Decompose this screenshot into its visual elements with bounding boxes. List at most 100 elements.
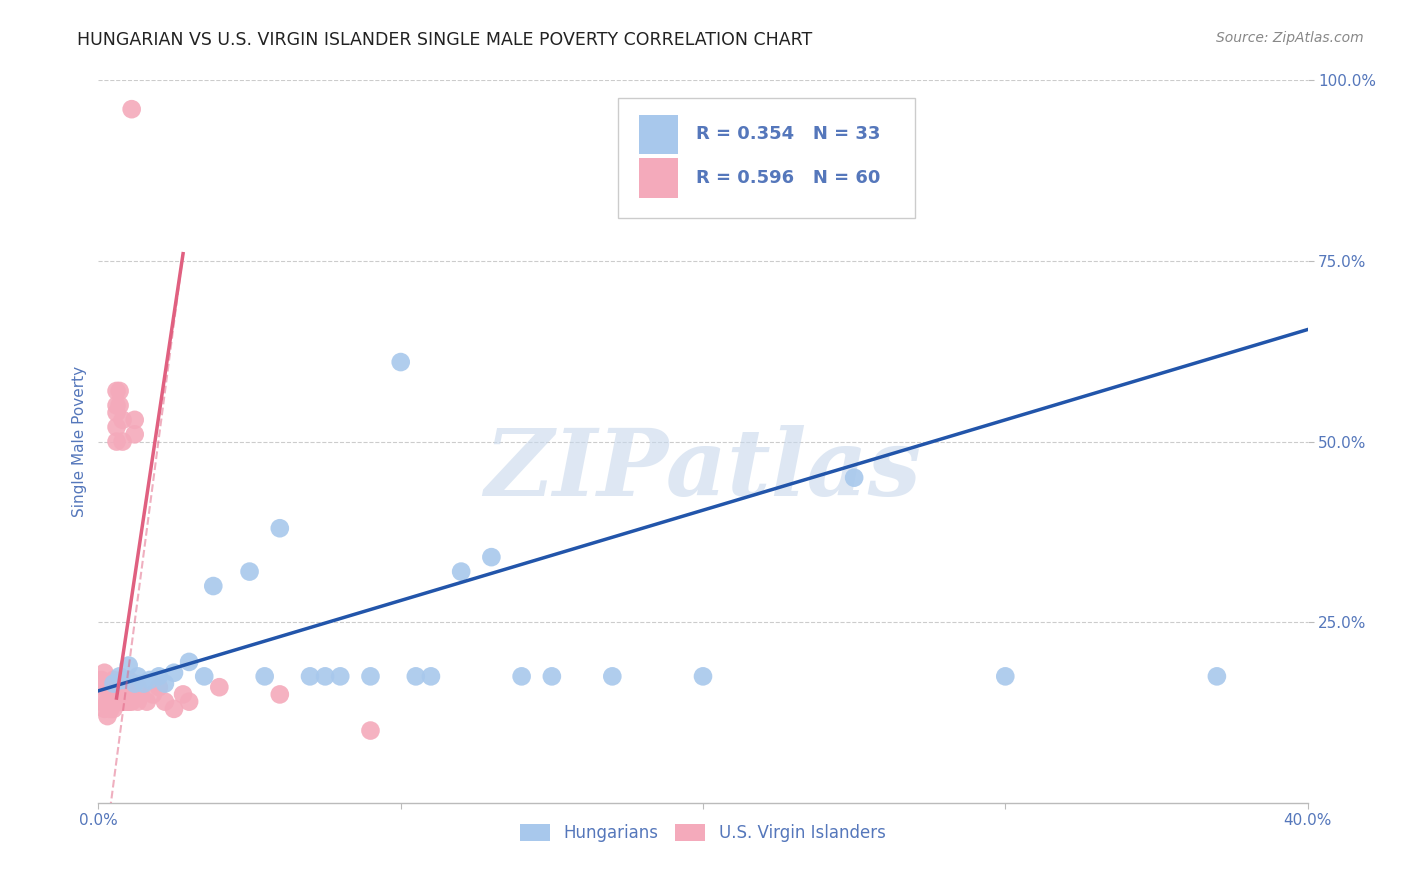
Point (103, 676, 125, 690)
Point (844, 470, 866, 484)
Point (105, 420, 128, 434)
Text: ZIPatlas: ZIPatlas (485, 425, 921, 516)
Point (108, 680, 131, 694)
Point (269, 521, 291, 535)
Point (121, 687, 143, 701)
Point (111, 434, 134, 449)
Point (121, 680, 143, 694)
Point (153, 676, 176, 690)
Point (329, 669, 352, 683)
Point (179, 695, 201, 709)
FancyBboxPatch shape (638, 158, 678, 198)
Point (153, 695, 176, 709)
Point (103, 687, 125, 701)
Point (100, 702, 122, 716)
Point (139, 673, 162, 687)
Point (127, 680, 149, 694)
FancyBboxPatch shape (638, 114, 678, 154)
Point (100, 695, 122, 709)
Point (90, 673, 112, 687)
Point (239, 565, 262, 579)
Point (100, 687, 122, 701)
Point (148, 669, 170, 683)
Point (135, 695, 157, 709)
Point (127, 695, 149, 709)
Point (163, 665, 186, 680)
Point (103, 702, 125, 716)
Point (253, 669, 276, 683)
Point (127, 669, 149, 683)
Point (420, 669, 443, 683)
Point (360, 723, 382, 738)
Point (540, 669, 562, 683)
Point (602, 669, 624, 683)
Point (90, 695, 112, 709)
Point (111, 695, 134, 709)
Point (510, 669, 533, 683)
Point (111, 680, 134, 694)
Point (163, 702, 186, 716)
Point (103, 680, 125, 694)
Point (108, 398, 131, 412)
Point (105, 434, 128, 449)
Point (111, 413, 134, 427)
Point (179, 655, 201, 669)
Point (111, 673, 134, 687)
Point (314, 669, 336, 683)
Point (172, 687, 194, 701)
Point (118, 658, 141, 673)
Point (1206, 669, 1229, 683)
Point (124, 427, 146, 442)
Text: R = 0.354   N = 33: R = 0.354 N = 33 (696, 126, 880, 144)
Point (118, 687, 141, 701)
Point (105, 406, 128, 420)
Y-axis label: Single Male Poverty: Single Male Poverty (72, 366, 87, 517)
Text: R = 0.596   N = 60: R = 0.596 N = 60 (696, 169, 880, 186)
Legend: Hungarians, U.S. Virgin Islanders: Hungarians, U.S. Virgin Islanders (513, 817, 893, 848)
Point (114, 695, 136, 709)
Point (124, 413, 146, 427)
Point (108, 384, 131, 398)
Point (121, 102, 143, 116)
Point (114, 687, 136, 701)
FancyBboxPatch shape (619, 98, 915, 218)
Point (127, 687, 149, 701)
Text: HUNGARIAN VS U.S. VIRGIN ISLANDER SINGLE MALE POVERTY CORRELATION CHART: HUNGARIAN VS U.S. VIRGIN ISLANDER SINGLE… (77, 31, 813, 49)
Point (93, 665, 115, 680)
Point (105, 398, 128, 412)
Point (148, 680, 170, 694)
Point (994, 669, 1017, 683)
Point (132, 676, 155, 690)
Point (118, 680, 141, 694)
Point (360, 669, 382, 683)
Point (103, 695, 125, 709)
Point (111, 673, 134, 687)
Point (405, 669, 427, 683)
Text: Source: ZipAtlas.com: Source: ZipAtlas.com (1216, 31, 1364, 45)
Point (124, 676, 146, 690)
Point (103, 673, 125, 687)
Point (108, 669, 131, 683)
Point (111, 687, 134, 701)
Point (100, 680, 122, 694)
Point (299, 669, 322, 683)
Point (481, 550, 503, 565)
Point (105, 384, 128, 398)
Point (118, 673, 141, 687)
Point (96, 695, 118, 709)
Point (118, 695, 141, 709)
Point (96, 709, 118, 723)
Point (193, 669, 215, 683)
Point (450, 565, 472, 579)
Point (121, 695, 143, 709)
Point (118, 695, 141, 709)
Point (389, 355, 412, 369)
Point (96, 680, 118, 694)
Point (208, 680, 231, 694)
Point (93, 680, 115, 694)
Point (108, 695, 131, 709)
Point (114, 680, 136, 694)
Point (202, 579, 225, 593)
Point (692, 669, 714, 683)
Point (269, 687, 291, 701)
